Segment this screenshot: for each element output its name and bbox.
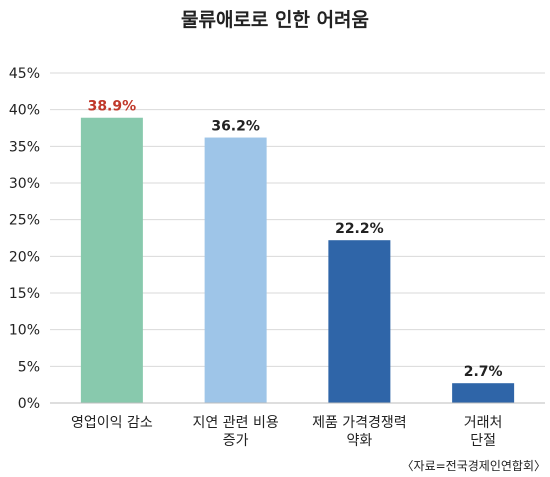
y-tick-label: 5% (18, 359, 40, 375)
data-label: 36.2% (211, 119, 260, 135)
category-label: 영업이익 감소 (71, 415, 153, 431)
bar (80, 117, 143, 403)
y-tick-label: 30% (9, 176, 40, 192)
category-label: 거래처 (464, 415, 503, 431)
bar (204, 137, 267, 404)
y-tick-label: 15% (9, 286, 40, 302)
y-tick-label: 25% (9, 213, 40, 229)
data-label: 38.9% (88, 99, 137, 115)
category-label: 제품 가격경쟁력 (312, 415, 407, 431)
bar (328, 240, 391, 403)
y-tick-label: 35% (9, 139, 40, 155)
y-tick-label: 20% (9, 249, 40, 265)
bar (452, 383, 515, 403)
y-tick-label: 10% (9, 323, 40, 339)
source-note: 〈자료=전국경제인연합회〉 (402, 459, 546, 473)
category-label: 지연 관련 비용 (193, 415, 279, 431)
category-label: 증가 (223, 433, 249, 449)
data-labels: 38.9% 36.2% 22.2% 2.7% (88, 99, 503, 380)
category-label: 약화 (346, 433, 372, 449)
bars (80, 117, 515, 404)
data-label: 2.7% (464, 364, 503, 380)
y-axis-ticks: 0% 5% 10% 15% 20% 25% 30% 35% 40% 45% (9, 66, 40, 412)
y-tick-label: 45% (9, 66, 40, 82)
y-tick-label: 0% (18, 396, 40, 412)
y-tick-label: 40% (9, 103, 40, 119)
data-label: 22.2% (335, 221, 384, 237)
category-label: 단절 (470, 433, 496, 449)
chart-title: 물류애로로 인한 어려움 (181, 9, 369, 31)
